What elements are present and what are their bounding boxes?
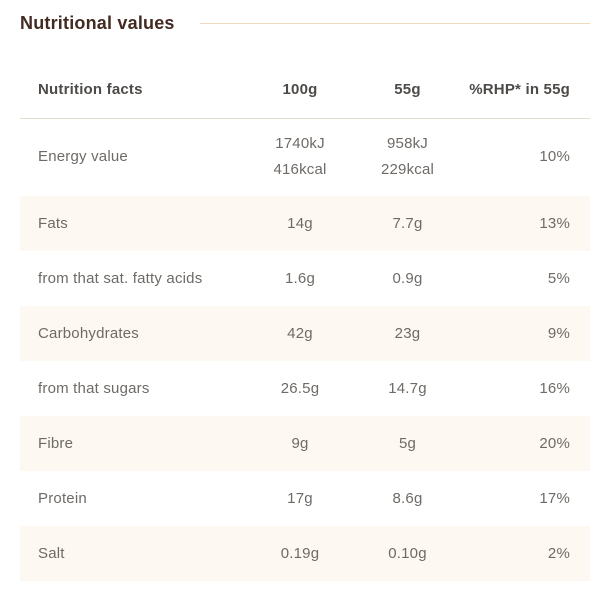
value-line: 416kcal	[273, 161, 327, 179]
row-label: Carbohydrates	[38, 325, 139, 342]
nutrition-facts-table: Nutrition facts 100g 55g %RHP* in 55g En…	[20, 62, 590, 581]
row-label: Fats	[38, 215, 68, 232]
table-header-row: Nutrition facts 100g 55g %RHP* in 55g	[20, 62, 590, 119]
column-header-55g: 55g	[355, 62, 460, 119]
value-100g: 1.6g	[285, 270, 315, 287]
table-row-fibre: Fibre 9g 5g 20%	[20, 416, 590, 471]
value-100g: 1740kJ 416kcal	[245, 118, 355, 196]
column-header-rhp: %RHP* in 55g	[460, 62, 590, 119]
value-rhp: 20%	[539, 435, 570, 452]
value-55g: 7.7g	[392, 215, 423, 232]
row-label: Fibre	[38, 435, 74, 452]
table-row-protein: Protein 17g 8.6g 17%	[20, 471, 590, 526]
row-label: from that sugars	[38, 380, 150, 397]
value-55g: 14.7g	[388, 380, 427, 397]
column-header-nutrition-facts: Nutrition facts	[20, 62, 245, 119]
value-rhp: 16%	[539, 380, 570, 397]
table-row-fats: Fats 14g 7.7g 13%	[20, 196, 590, 251]
value-55g: 0.10g	[388, 545, 427, 562]
value-55g: 8.6g	[392, 490, 423, 507]
value-100g: 42g	[287, 325, 313, 342]
table-row-salt: Salt 0.19g 0.10g 2%	[20, 526, 590, 581]
value-100g: 26.5g	[280, 380, 320, 397]
value-line: 1740kJ	[275, 135, 325, 153]
value-rhp: 9%	[547, 325, 570, 342]
value-55g: 958kJ 229kcal	[355, 118, 460, 196]
value-rhp: 17%	[539, 490, 570, 507]
value-100g: 9g	[291, 435, 309, 452]
row-label: Energy value	[38, 148, 128, 166]
value-rhp: 2%	[547, 545, 570, 562]
title-divider-line	[199, 22, 590, 24]
table-row-sugars: from that sugars 26.5g 14.7g 16%	[20, 361, 590, 416]
table-row-energy-value: Energy value 1740kJ 416kcal 958kJ 229kca…	[20, 118, 590, 196]
value-100g: 14g	[287, 215, 313, 232]
value-line: 958kJ	[386, 135, 429, 153]
value-100g: 0.19g	[280, 545, 320, 562]
table-row-sat-fatty-acids: from that sat. fatty acids 1.6g 0.9g 5%	[20, 251, 590, 306]
value-100g: 17g	[287, 490, 313, 507]
value-line: 229kcal	[380, 161, 435, 179]
value-rhp: 5%	[547, 270, 570, 287]
value-rhp: 13%	[539, 215, 570, 232]
row-label: Salt	[38, 545, 65, 562]
section-header: Nutritional values	[20, 10, 590, 36]
value-rhp: 10%	[539, 148, 570, 166]
page-title: Nutritional values	[20, 12, 175, 33]
table-row-carbohydrates: Carbohydrates 42g 23g 9%	[20, 306, 590, 361]
value-55g: 0.9g	[392, 270, 423, 287]
row-label: from that sat. fatty acids	[38, 270, 203, 287]
value-55g: 5g	[398, 435, 417, 452]
value-55g: 23g	[394, 325, 421, 342]
row-label: Protein	[38, 490, 87, 507]
column-header-100g: 100g	[245, 62, 355, 119]
